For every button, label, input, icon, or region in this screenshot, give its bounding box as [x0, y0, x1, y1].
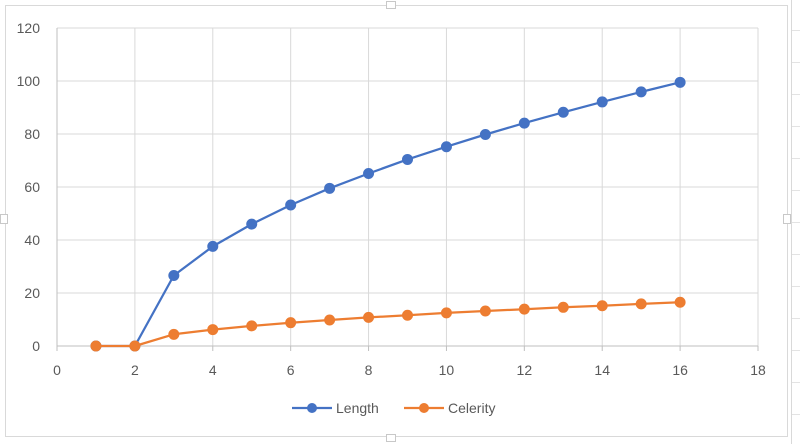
series-layer	[90, 76, 686, 352]
data-point-length[interactable]	[246, 218, 258, 230]
data-point-celerity[interactable]	[635, 298, 647, 310]
data-point-celerity[interactable]	[207, 324, 219, 336]
data-point-length[interactable]	[674, 76, 686, 88]
data-point-length[interactable]	[363, 167, 375, 179]
x-tick-label: 2	[131, 362, 139, 378]
x-tick-label: 10	[439, 362, 455, 378]
x-tick-label: 18	[750, 362, 766, 378]
chart-area[interactable]	[5, 5, 788, 437]
data-point-celerity[interactable]	[596, 300, 608, 312]
resize-handle-left[interactable]	[0, 214, 8, 224]
x-tick-label: 12	[517, 362, 533, 378]
x-tick-label: 6	[287, 362, 295, 378]
resize-handle-top[interactable]	[386, 1, 396, 9]
data-point-celerity[interactable]	[518, 303, 530, 315]
data-point-celerity[interactable]	[246, 320, 258, 332]
data-point-length[interactable]	[596, 96, 608, 108]
data-point-length[interactable]	[402, 153, 413, 165]
legend-marker-length	[307, 403, 317, 413]
data-point-celerity[interactable]	[90, 340, 102, 352]
y-tick-label: 80	[24, 126, 40, 142]
spreadsheet-edge	[791, 0, 800, 444]
data-point-length[interactable]	[557, 106, 569, 118]
data-point-celerity[interactable]	[479, 305, 491, 317]
series-line-celerity	[95, 301, 681, 348]
gridlines	[57, 27, 759, 346]
y-tick-label: 60	[24, 179, 40, 195]
x-tick-label: 4	[209, 362, 217, 378]
data-point-celerity[interactable]	[402, 309, 413, 321]
data-point-celerity[interactable]	[440, 307, 452, 319]
y-tick-label: 40	[24, 232, 40, 248]
y-tick-label: 100	[17, 73, 41, 89]
legend-label-celerity[interactable]: Celerity	[448, 400, 495, 416]
data-point-length[interactable]	[440, 141, 452, 153]
data-point-length[interactable]	[635, 86, 647, 98]
data-point-celerity[interactable]	[168, 328, 180, 340]
data-point-celerity[interactable]	[674, 296, 686, 308]
data-point-length[interactable]	[479, 129, 491, 141]
data-point-celerity[interactable]	[363, 311, 375, 323]
data-point-celerity[interactable]	[129, 340, 141, 352]
x-tick-label: 0	[53, 362, 61, 378]
axes: 0 20 40 60 80 100 120 0 2 4 6 8 10 12 14 16 18	[17, 20, 766, 378]
data-point-length[interactable]	[285, 199, 297, 211]
data-point-length[interactable]	[207, 240, 219, 252]
data-point-celerity[interactable]	[285, 317, 297, 329]
x-tick-label: 16	[672, 362, 688, 378]
data-point-celerity[interactable]	[557, 301, 569, 313]
legend[interactable]: Length Celerity	[292, 400, 495, 416]
data-point-length[interactable]	[168, 270, 180, 282]
resize-handle-bottom[interactable]	[386, 434, 396, 442]
resize-handle-right[interactable]	[783, 214, 791, 224]
x-tick-label: 8	[365, 362, 373, 378]
legend-marker-celerity	[419, 403, 429, 413]
legend-label-length[interactable]: Length	[336, 400, 379, 416]
data-point-length[interactable]	[324, 182, 336, 194]
y-tick-label: 20	[24, 285, 40, 301]
x-tick-label: 14	[594, 362, 610, 378]
series-line-length	[95, 81, 681, 348]
data-point-celerity[interactable]	[324, 314, 336, 326]
y-tick-label: 0	[32, 338, 40, 354]
data-point-length[interactable]	[518, 117, 530, 129]
y-tick-label: 120	[17, 20, 41, 36]
